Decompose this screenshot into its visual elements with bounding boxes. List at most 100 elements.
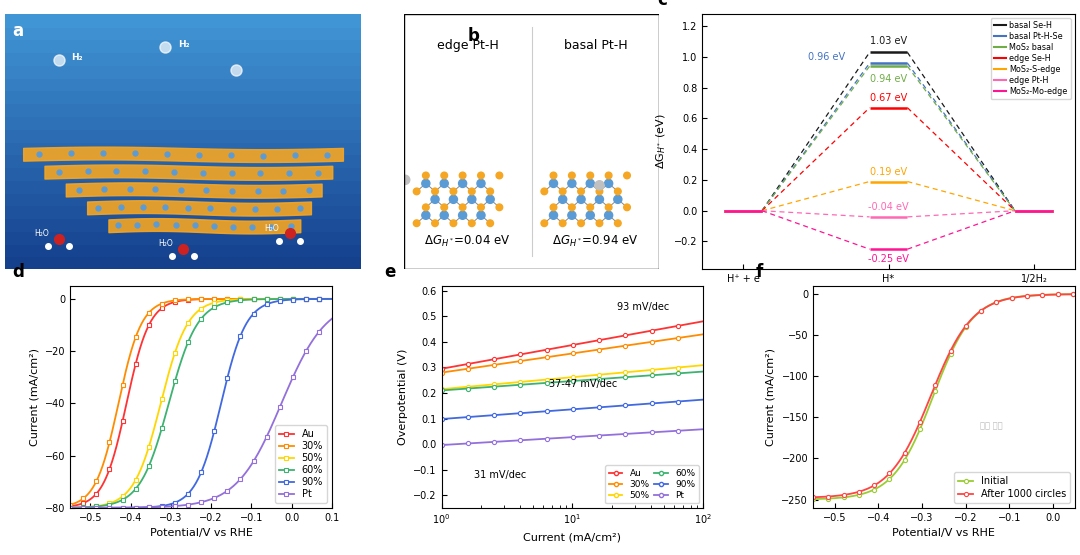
Text: edge Pt-H: edge Pt-H xyxy=(436,39,499,52)
After 1000 circles xyxy=(853,488,866,495)
Au xyxy=(183,296,195,303)
Circle shape xyxy=(459,211,467,219)
After 1000 circles xyxy=(924,391,937,398)
Circle shape xyxy=(596,220,603,226)
Circle shape xyxy=(550,179,557,188)
30% xyxy=(595,346,608,352)
90% xyxy=(183,490,195,497)
90% xyxy=(595,404,608,411)
Circle shape xyxy=(595,195,604,203)
Legend: basal Se-H, basal Pt-H-Se, MoS₂ basal, edge Se-H, MoS₂-S-edge, edge Pt-H, MoS₂-M: basal Se-H, basal Pt-H-Se, MoS₂ basal, e… xyxy=(990,18,1070,99)
50% xyxy=(436,386,449,392)
60% xyxy=(218,300,231,306)
Circle shape xyxy=(578,220,584,226)
Text: H₂O: H₂O xyxy=(158,239,173,248)
Circle shape xyxy=(550,172,557,179)
Circle shape xyxy=(496,172,502,179)
Text: 93 mV/dec: 93 mV/dec xyxy=(618,302,670,312)
Line: After 1000 circles: After 1000 circles xyxy=(811,292,1077,500)
60% xyxy=(131,483,144,490)
30% xyxy=(672,335,685,341)
Circle shape xyxy=(459,172,465,179)
50% xyxy=(595,371,608,378)
Circle shape xyxy=(586,172,594,179)
90% xyxy=(590,404,603,411)
Circle shape xyxy=(422,172,429,179)
Bar xyxy=(5,65,361,78)
Circle shape xyxy=(449,195,458,203)
90% xyxy=(110,504,123,511)
Text: 低維 尋維: 低維 尋維 xyxy=(980,421,1002,430)
90% xyxy=(239,323,252,330)
90% xyxy=(325,296,338,302)
Bar xyxy=(5,39,361,52)
Line: Pt: Pt xyxy=(68,317,334,510)
Initial xyxy=(982,303,995,310)
Circle shape xyxy=(401,175,409,184)
Circle shape xyxy=(431,195,440,203)
90% xyxy=(697,396,710,403)
X-axis label: Potential/V vs RHE: Potential/V vs RHE xyxy=(149,528,253,538)
90% xyxy=(672,398,685,405)
Circle shape xyxy=(477,172,484,179)
Line: 60%: 60% xyxy=(68,297,334,509)
Pt xyxy=(239,471,252,477)
50% xyxy=(591,371,604,378)
50% xyxy=(672,364,685,371)
Circle shape xyxy=(605,179,612,188)
Circle shape xyxy=(487,220,494,226)
Pt xyxy=(260,432,273,439)
Text: 1.03 eV: 1.03 eV xyxy=(870,36,907,46)
Au xyxy=(672,322,685,329)
Text: 31 mV/dec: 31 mV/dec xyxy=(474,471,526,481)
Line: Initial: Initial xyxy=(811,292,1077,501)
Initial xyxy=(807,496,820,502)
Circle shape xyxy=(432,188,438,195)
Initial xyxy=(961,322,974,329)
Au xyxy=(325,296,338,302)
Circle shape xyxy=(605,172,612,179)
90% xyxy=(436,416,449,422)
Text: f: f xyxy=(756,264,762,281)
Circle shape xyxy=(496,204,502,210)
30% xyxy=(656,337,669,344)
Pt xyxy=(218,490,231,496)
50% xyxy=(239,296,252,302)
Text: H₂: H₂ xyxy=(71,53,83,62)
30% xyxy=(591,346,604,353)
Line: 90%: 90% xyxy=(68,297,334,510)
Circle shape xyxy=(615,188,621,195)
Circle shape xyxy=(450,220,457,226)
50% xyxy=(435,386,448,392)
Bar xyxy=(5,256,361,269)
Line: Pt: Pt xyxy=(440,427,705,447)
Circle shape xyxy=(578,188,584,195)
Text: b: b xyxy=(468,27,480,44)
Circle shape xyxy=(422,211,430,219)
Circle shape xyxy=(414,220,420,226)
Au xyxy=(110,443,123,450)
60% xyxy=(64,504,77,511)
30% xyxy=(110,409,123,416)
Text: 0.19 eV: 0.19 eV xyxy=(870,167,907,177)
Circle shape xyxy=(624,204,631,210)
90% xyxy=(260,301,273,307)
Bar xyxy=(5,154,361,167)
Circle shape xyxy=(422,179,430,188)
30% xyxy=(239,296,252,302)
Circle shape xyxy=(550,211,557,219)
Pt xyxy=(590,432,603,439)
Circle shape xyxy=(441,204,447,210)
Pt xyxy=(672,427,685,434)
Text: c: c xyxy=(658,0,667,9)
Bar xyxy=(5,52,361,65)
30% xyxy=(435,369,448,376)
30% xyxy=(697,331,710,337)
Circle shape xyxy=(422,204,429,210)
Circle shape xyxy=(577,195,585,203)
Text: H₂: H₂ xyxy=(178,40,189,49)
Circle shape xyxy=(568,179,576,188)
Au xyxy=(595,336,608,343)
90% xyxy=(435,416,448,422)
Text: H₂O: H₂O xyxy=(33,229,49,238)
